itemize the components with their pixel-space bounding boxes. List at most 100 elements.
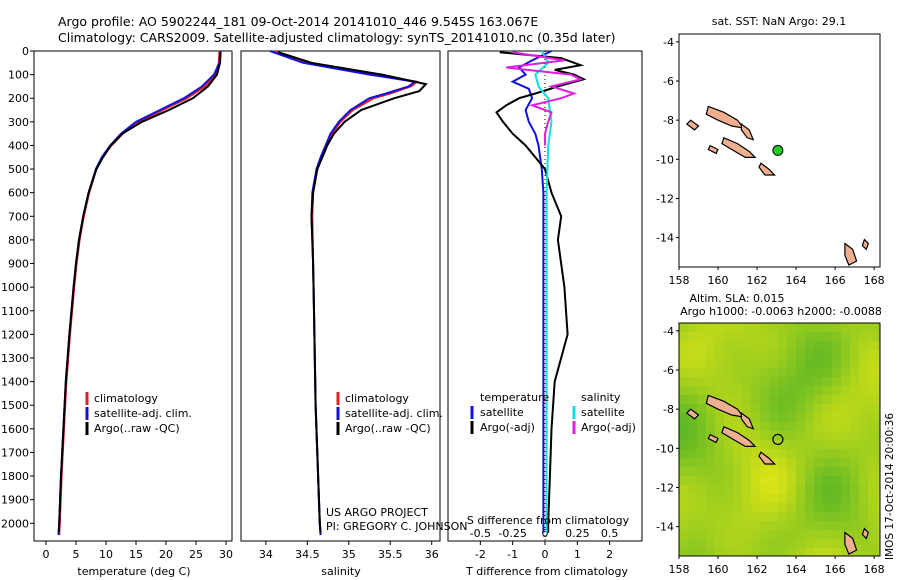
sla-cell <box>859 422 868 431</box>
sla-cell <box>760 359 769 368</box>
sla-cell <box>679 476 688 485</box>
sla-cell <box>751 404 760 413</box>
sla-cell <box>814 422 823 431</box>
x-tick-label: 5 <box>73 548 80 561</box>
sla-cell <box>751 539 760 548</box>
legend-argo-label: Argo(..raw -QC) <box>94 422 180 435</box>
x-top-tick-label: 0 <box>542 527 549 540</box>
sla-cell <box>688 431 697 440</box>
sla-cell <box>796 530 805 539</box>
sla-cell <box>733 485 742 494</box>
sla-cell <box>778 341 787 350</box>
sla-cell <box>877 386 880 395</box>
footer-pi: PI: GREGORY C. JOHNSON <box>326 520 467 533</box>
sla-cell <box>769 476 778 485</box>
sla-cell <box>859 377 868 386</box>
sla-cell <box>679 359 688 368</box>
sla-cell <box>778 539 787 548</box>
sla-cell <box>814 485 823 494</box>
sla-cell <box>805 413 814 422</box>
sla-cell <box>841 404 850 413</box>
island-shape <box>844 242 858 266</box>
sla-cell <box>751 341 760 350</box>
sla-cell <box>769 377 778 386</box>
sla-cell <box>742 368 751 377</box>
lon-tick-label: 168 <box>864 563 885 576</box>
sla-cell <box>814 503 823 512</box>
sla-cell <box>769 359 778 368</box>
sla-cell <box>832 359 841 368</box>
sla-cell <box>715 422 724 431</box>
sla-cell <box>859 413 868 422</box>
sla-cell <box>733 458 742 467</box>
sla-cell <box>877 323 880 332</box>
legend-sat-label: satellite-adj. clim. <box>94 407 192 420</box>
y-tick-label: 100 <box>8 69 29 82</box>
sla-cell <box>859 512 868 521</box>
series-argo-raw-qc- <box>57 52 222 533</box>
x-top-tick-label: -0.25 <box>498 527 526 540</box>
sla-cell <box>679 386 688 395</box>
sla-cell <box>715 512 724 521</box>
sla-cell <box>859 485 868 494</box>
sla-cell <box>760 503 769 512</box>
sla-cell <box>679 494 688 503</box>
sla-cell <box>751 467 760 476</box>
sla-cell <box>688 467 697 476</box>
sla-cell <box>823 494 832 503</box>
sla-cell <box>841 458 850 467</box>
sla-cell <box>715 503 724 512</box>
sla-cell <box>859 467 868 476</box>
sla-cell <box>688 485 697 494</box>
sla-cell <box>805 386 814 395</box>
sla-cell <box>841 512 850 521</box>
sla-cell <box>877 440 880 449</box>
sla-cell <box>733 350 742 359</box>
sla-cell <box>742 377 751 386</box>
sla-cell <box>877 332 880 341</box>
sla-cell <box>787 548 796 556</box>
header-line2: Climatology: CARS2009. Satellite-adjuste… <box>58 30 615 45</box>
sla-cell <box>715 350 724 359</box>
sla-cell <box>796 395 805 404</box>
sla-cell <box>778 350 787 359</box>
sla-cell <box>796 386 805 395</box>
sla-cell <box>688 503 697 512</box>
sla-cell <box>688 440 697 449</box>
legend-salinity-title: salinity <box>581 391 621 404</box>
x-tick-label: 34.5 <box>295 548 320 561</box>
sla-cell <box>724 476 733 485</box>
sla-cell <box>751 350 760 359</box>
sla-cell <box>823 485 832 494</box>
sla-cell <box>706 521 715 530</box>
sla-cell <box>706 350 715 359</box>
sla-cell <box>841 440 850 449</box>
sla-cell <box>697 512 706 521</box>
sla-cell <box>751 476 760 485</box>
sla-cell <box>715 539 724 548</box>
sla-cell <box>706 440 715 449</box>
sla-cell <box>796 467 805 476</box>
sla-cell <box>733 503 742 512</box>
sla-cell <box>733 404 742 413</box>
sla-cell <box>778 377 787 386</box>
temperature-panel-frame <box>33 50 233 542</box>
sla-cell <box>823 548 832 556</box>
sla-cell <box>868 467 877 476</box>
sla-cell <box>688 368 697 377</box>
sla-cell <box>877 368 880 377</box>
sla-cell <box>697 467 706 476</box>
y-tick-label: 1900 <box>1 494 29 507</box>
sla-cell <box>733 530 742 539</box>
sla-cell <box>850 494 859 503</box>
sla-cell <box>742 323 751 332</box>
sla-cell <box>697 485 706 494</box>
y-tick-label: 1000 <box>1 281 29 294</box>
sla-cell <box>706 323 715 332</box>
sla-cell <box>805 530 814 539</box>
sla-cell <box>778 485 787 494</box>
sla-cell <box>832 521 841 530</box>
sla-cell <box>868 350 877 359</box>
island-shape <box>721 425 757 447</box>
lon-tick-label: 158 <box>669 563 690 576</box>
